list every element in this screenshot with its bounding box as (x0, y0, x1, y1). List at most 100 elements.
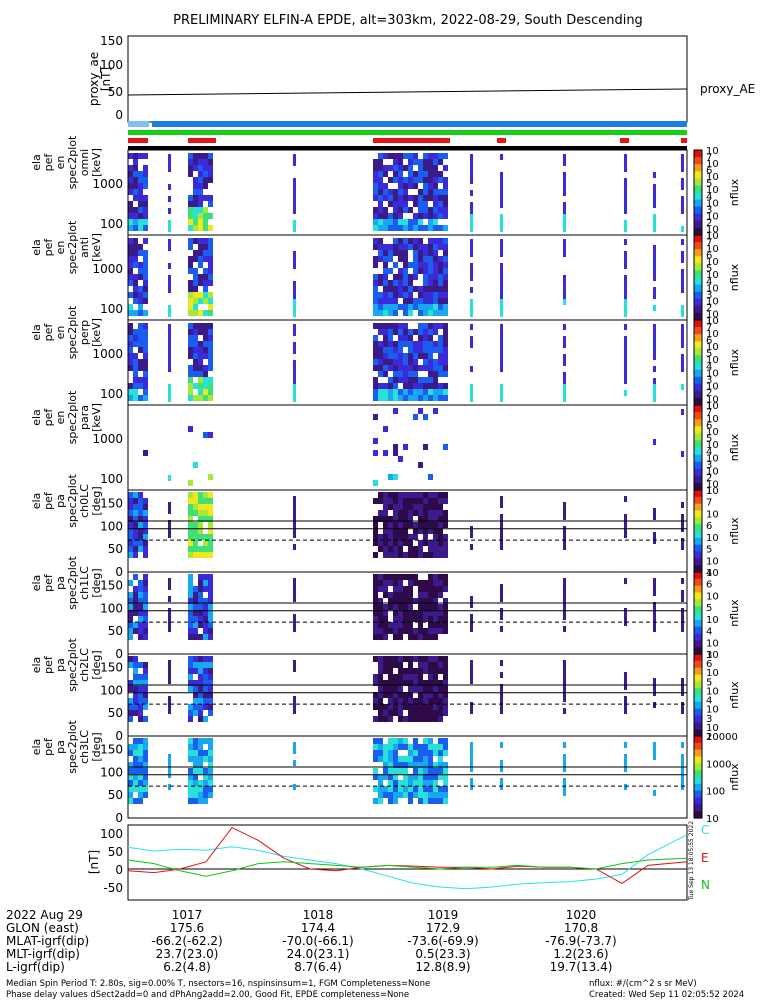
spec-cell (470, 172, 473, 178)
pa-cell (413, 768, 418, 774)
pa-cell (443, 710, 448, 716)
pa-cell (418, 616, 423, 622)
spec-cell (133, 310, 138, 316)
pa-cell (413, 580, 418, 586)
pa-cell (403, 656, 408, 662)
panel-ylabel-line: pef (42, 655, 55, 674)
spec-cell (373, 244, 378, 250)
spec-cell (433, 274, 438, 280)
pa-cell (398, 756, 403, 762)
panel-ylabel-line: pa (54, 658, 67, 672)
pa-cell (293, 702, 296, 708)
spec-cell (413, 183, 418, 189)
pa-cell (563, 684, 566, 690)
spec-cell (188, 286, 193, 292)
spec-cell (500, 154, 503, 160)
spec-cell (388, 201, 393, 207)
pa-cell (378, 680, 383, 686)
pa-cell (143, 662, 148, 668)
spec-cell (383, 359, 388, 365)
pa-cell (443, 786, 448, 792)
spec-cell (193, 347, 198, 353)
colorbar-cell (694, 174, 702, 179)
pa-cell (193, 540, 198, 546)
pa-cell (393, 656, 398, 662)
spec-cell (208, 250, 213, 256)
status-bar-green (128, 130, 687, 135)
pa-cell (388, 756, 393, 762)
spec-cell (388, 286, 393, 292)
pa-cell (133, 710, 138, 716)
pa-cell (128, 534, 133, 540)
spec-cell (403, 310, 408, 316)
spec-cell (188, 165, 193, 171)
pa-cell (398, 528, 403, 534)
colorbar-tick: 7 (706, 498, 712, 509)
spec-cell (681, 336, 684, 342)
pa-cell (428, 622, 433, 628)
pa-cell (408, 546, 413, 552)
pa-cell (398, 540, 403, 546)
colorbar-cell (694, 602, 702, 607)
pa-cell (188, 534, 193, 540)
pa-cell (653, 508, 656, 514)
pa-cell (188, 792, 193, 798)
pa-cell (393, 674, 398, 680)
spec-cell (653, 190, 656, 196)
ephem-value: 175.6 (170, 921, 204, 935)
pa-cell (128, 598, 133, 604)
spec-cell (418, 171, 423, 177)
spec-cell (168, 287, 171, 293)
spec-cell (198, 274, 203, 280)
colorbar-cell (694, 468, 702, 473)
pa-cell (413, 756, 418, 762)
panel-ylabel-line: ela (30, 657, 43, 674)
pa-cell (188, 744, 193, 750)
pa-cell (438, 504, 443, 510)
pa-cell (128, 552, 133, 558)
pa-cell (128, 656, 133, 662)
pa-cell (188, 798, 193, 804)
spec-cell (428, 371, 433, 377)
pa-cell (378, 516, 383, 522)
pa-cell (133, 674, 138, 680)
colorbar-cell (694, 210, 702, 215)
spec-cell (418, 177, 423, 183)
pa-cell (563, 666, 566, 672)
spec-cell (388, 359, 393, 365)
spec-cell (500, 263, 503, 269)
spec-cell (383, 371, 388, 377)
spec-cell (413, 213, 418, 219)
pa-cell (403, 598, 408, 604)
pa-cell (624, 766, 627, 772)
colorbar-cell (694, 592, 702, 597)
pa-cell (378, 674, 383, 680)
spec-cell (470, 390, 473, 396)
pa-cell (500, 544, 503, 550)
spec-cell (378, 201, 383, 207)
colorbar-label: nflux (728, 348, 741, 376)
spec-cell (383, 304, 388, 310)
pa-cell (143, 674, 148, 680)
spec-cell (198, 359, 203, 365)
pa-cell (138, 768, 143, 774)
pa-cell (470, 766, 473, 772)
spec-cell (393, 262, 398, 268)
pa-cell (133, 604, 138, 610)
pa-cell (378, 738, 383, 744)
spec-cell (423, 177, 428, 183)
spec-cell (470, 251, 473, 257)
panel-ylabel-line: pef (42, 323, 55, 342)
spec-cell (403, 268, 408, 274)
pa-cell (388, 674, 393, 680)
spec-cell (443, 335, 448, 341)
spec-cell (293, 324, 296, 330)
panel-ylabel-line: spec2plot (66, 556, 79, 610)
mag-ytick: 0 (115, 863, 123, 877)
colorbar-cell (694, 787, 702, 792)
spec-cell (203, 347, 208, 353)
spec-cell (133, 371, 138, 377)
pa-cell (398, 610, 403, 616)
colorbar-cell (694, 609, 702, 614)
colorbar-tick: 10 (706, 466, 719, 477)
